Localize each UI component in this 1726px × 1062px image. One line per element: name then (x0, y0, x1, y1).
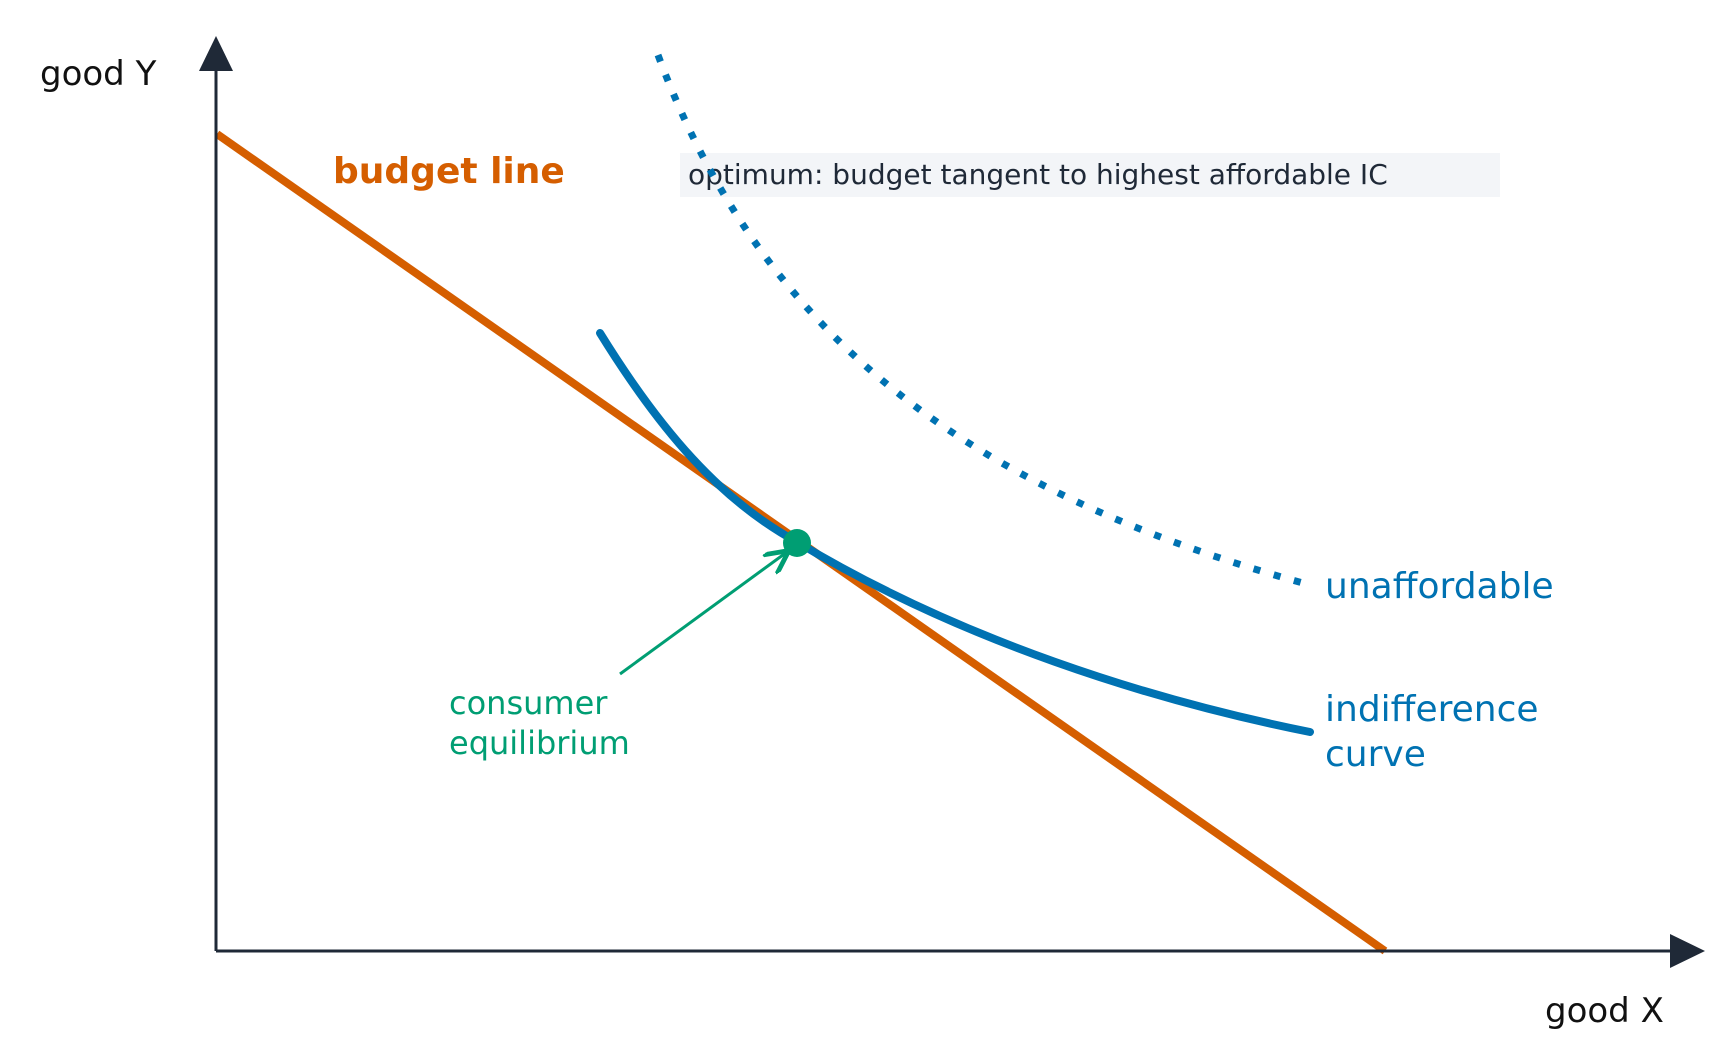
equilibrium-label-line1: consumer (449, 684, 608, 722)
equilibrium-label-line2: equilibrium (449, 724, 630, 762)
x-axis-arrowhead (1670, 934, 1705, 968)
equilibrium-point (783, 529, 811, 557)
annotation-background (680, 153, 1500, 197)
indifference-curve (596, 329, 1314, 736)
unaffordable-indifference-curve (654, 53, 1311, 589)
y-axis-arrowhead (199, 36, 233, 71)
indifference-curve-label-line2: curve (1325, 734, 1426, 775)
equilibrium-pointer-arrow (619, 552, 787, 676)
budget-line-label: budget line (333, 151, 565, 192)
y-axis-title: good Y (40, 54, 157, 94)
annotation-text: optimum: budget tangent to highest affor… (688, 158, 1388, 191)
indifference-curve-label-line1: indifference (1325, 689, 1539, 730)
unaffordable-label: unaffordable (1325, 566, 1554, 607)
x-axis-title: good X (1545, 991, 1664, 1031)
